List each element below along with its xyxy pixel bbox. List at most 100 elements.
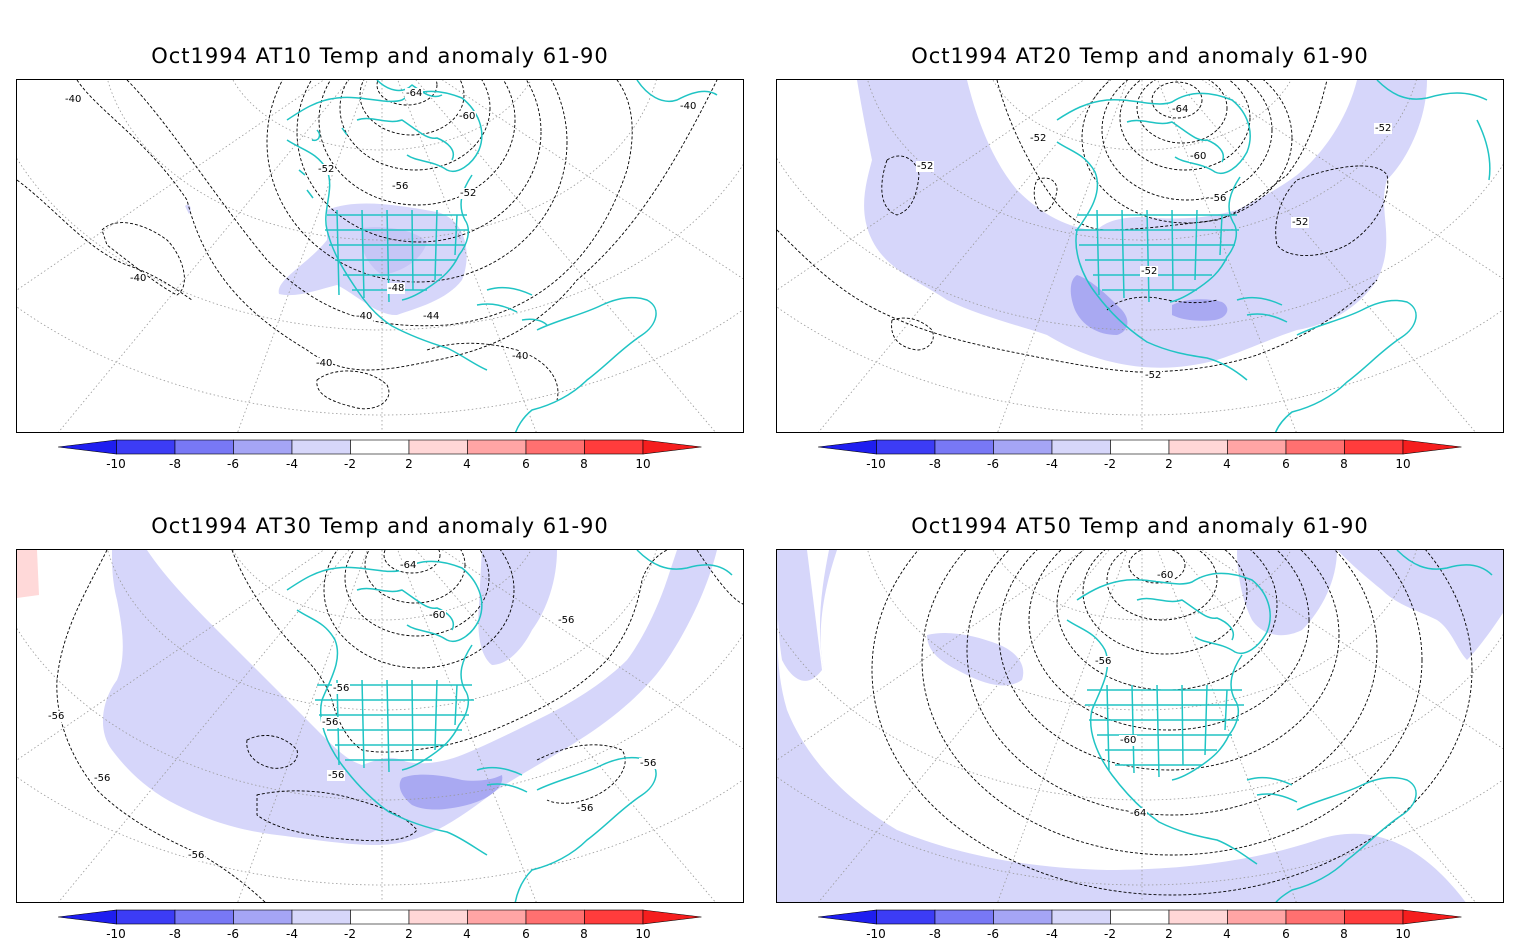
contour-label: -56 — [187, 850, 206, 861]
map-frame: -60 -56 -60 -64 — [776, 549, 1504, 903]
colorbar-tick: -2 — [1104, 927, 1116, 941]
anomaly-region — [17, 550, 39, 598]
colorbar-tick: -8 — [169, 927, 181, 941]
temperature-contours — [777, 80, 1389, 373]
colorbar-swatch — [291, 909, 351, 925]
colorbar-swatch — [408, 439, 468, 455]
colorbar: -10 -8 -6 -4 -2 2 4 6 8 10 — [818, 908, 1462, 942]
colorbar-tick: -2 — [1104, 457, 1116, 471]
colorbar-tick: 4 — [1223, 457, 1231, 471]
temperature-contours — [871, 550, 1473, 896]
colorbar-arrow-low — [58, 909, 117, 925]
contour-label: -56 — [321, 717, 340, 728]
colorbar-swatch — [934, 439, 994, 455]
colorbar-swatch — [291, 439, 351, 455]
colorbar-swatch — [1168, 439, 1228, 455]
contour-label: -60 — [1156, 570, 1175, 581]
anomaly-region — [777, 550, 1503, 902]
contour-label: -40 — [355, 311, 374, 322]
colorbar-swatch — [116, 909, 176, 925]
graticule — [777, 550, 1503, 902]
colorbar-arrow-low — [818, 909, 877, 925]
anomaly-region — [1337, 550, 1503, 660]
colorbar-swatch — [467, 909, 527, 925]
contour-label: -56 — [47, 711, 66, 722]
colorbar-tick: 6 — [1282, 457, 1290, 471]
colorbar-tick: 4 — [1223, 927, 1231, 941]
colorbar-tick: 6 — [522, 457, 530, 471]
colorbar-tick: -4 — [1046, 927, 1058, 941]
anomaly-region — [927, 632, 1024, 686]
contour-label: -56 — [1209, 193, 1228, 204]
map-canvas — [17, 80, 743, 432]
colorbar-swatch — [525, 909, 585, 925]
contour-label: -52 — [459, 188, 478, 199]
colorbar-tick: 10 — [635, 927, 651, 941]
panel-at20: Oct1994 AT20 Temp and anomaly 61-90 — [760, 0, 1520, 472]
graticule — [17, 80, 743, 432]
colorbar-tick: 10 — [1395, 927, 1411, 941]
contour-label: -48 — [387, 283, 406, 294]
anomaly-region — [777, 550, 822, 681]
contour-label: -56 — [332, 683, 351, 694]
colorbar-tick: 10 — [1395, 457, 1411, 471]
colorbar-swatch — [1110, 439, 1170, 455]
contour-label: -52 — [1291, 217, 1310, 228]
colorbar-swatch — [174, 909, 234, 925]
colorbar-tick: 2 — [405, 927, 413, 941]
coastline — [286, 80, 718, 432]
colorbar-swatch — [1051, 439, 1111, 455]
contour-label: -52 — [916, 161, 935, 172]
colorbar-tick: -10 — [866, 457, 886, 471]
colorbar-tick: -4 — [286, 457, 298, 471]
colorbar-swatch — [993, 439, 1053, 455]
colorbar-swatches — [58, 909, 702, 925]
colorbar-swatch — [993, 909, 1053, 925]
contour-label: -52 — [1144, 370, 1163, 381]
colorbar-tick: -10 — [866, 927, 886, 941]
colorbar-tick: 2 — [405, 457, 413, 471]
colorbar-tick: -8 — [169, 457, 181, 471]
map-canvas — [777, 80, 1503, 432]
colorbar-tick: 6 — [1282, 927, 1290, 941]
colorbar-tick: 2 — [1165, 927, 1173, 941]
contour-label: -64 — [405, 88, 424, 99]
colorbar-swatch — [1168, 909, 1228, 925]
colorbar-swatch — [116, 439, 176, 455]
graticule — [17, 550, 743, 902]
contour-label: -52 — [1374, 123, 1393, 134]
colorbar-swatches — [58, 439, 702, 455]
contour-label: -40 — [679, 101, 698, 112]
colorbar-swatch — [584, 439, 644, 455]
colorbar-tick: 2 — [1165, 457, 1173, 471]
colorbar-tick: 4 — [463, 927, 471, 941]
colorbar-tick: -4 — [1046, 457, 1058, 471]
contour-label: -60 — [1119, 735, 1138, 746]
contour-label: -64 — [1129, 808, 1148, 819]
colorbar-swatch — [467, 439, 527, 455]
anomaly-region — [360, 227, 427, 275]
colorbar-tick: 8 — [580, 457, 588, 471]
coastline — [1066, 550, 1493, 902]
colorbar-swatch — [350, 439, 410, 455]
colorbar: -10 -8 -6 -4 -2 2 4 6 8 10 — [58, 908, 702, 942]
contour-label: -56 — [1094, 656, 1113, 667]
colorbar-tick: -10 — [106, 457, 126, 471]
contour-label: -56 — [557, 615, 576, 626]
contour-label: -56 — [391, 181, 410, 192]
colorbar-swatch — [876, 909, 936, 925]
anomaly-region — [102, 550, 717, 845]
map-canvas — [777, 550, 1503, 902]
colorbar-arrow-high — [642, 909, 702, 925]
colorbar-swatch — [350, 909, 410, 925]
coastline — [1056, 80, 1491, 432]
colorbar: -10 -8 -6 -4 -2 2 4 6 8 10 — [818, 438, 1462, 472]
colorbar-swatch — [1285, 909, 1345, 925]
colorbar-tick: -6 — [227, 927, 239, 941]
contour-label: -60 — [458, 111, 477, 122]
contour-label: -52 — [1029, 133, 1048, 144]
map-canvas — [17, 550, 743, 902]
anomaly-region — [1172, 299, 1228, 321]
colorbar-tick: -2 — [344, 457, 356, 471]
contour-label: -44 — [422, 311, 441, 322]
